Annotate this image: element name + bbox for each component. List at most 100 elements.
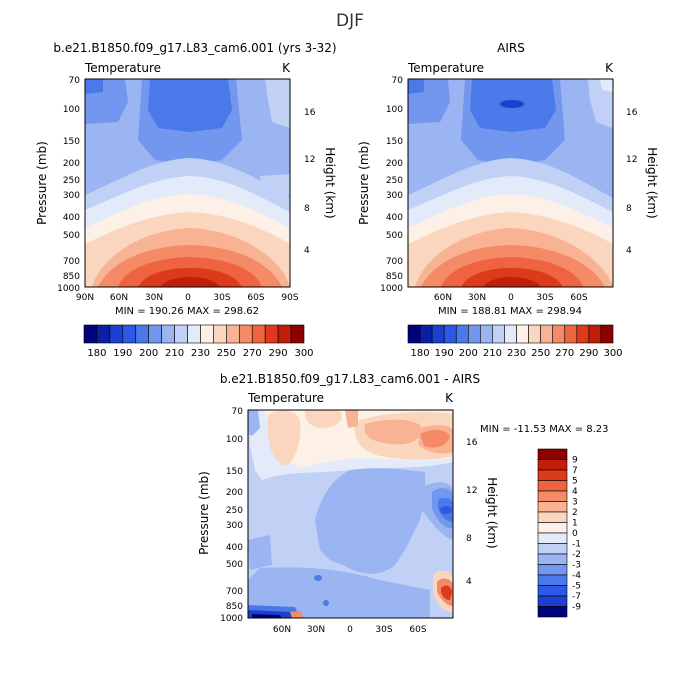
y-tick-label: 850	[226, 602, 243, 612]
colorbar-label: -9	[572, 603, 581, 613]
y-tick-label: 400	[386, 213, 403, 223]
plot-frame	[407, 78, 614, 288]
colorbar-swatch	[277, 324, 292, 344]
y-axis-label: Pressure (mb)	[197, 471, 211, 555]
colorbar-swatch	[537, 564, 568, 576]
colorbar-swatch	[537, 553, 568, 565]
colorbar-swatch	[161, 324, 175, 344]
colorbar-label: 1	[572, 519, 578, 529]
latitude-tick-labels: 60N 30N 0 30S 60S	[434, 293, 588, 303]
y-tick-label: 300	[226, 521, 243, 531]
y2-tick-label: 12	[466, 486, 477, 496]
colorbar-swatch	[588, 324, 602, 344]
colorbar-label: 180	[411, 348, 430, 359]
colorbar-swatch	[226, 324, 240, 344]
colorbar-label: -4	[572, 571, 581, 581]
x-tick-label: 0	[508, 293, 514, 303]
variable-label: Temperature	[407, 61, 484, 75]
y-axis-label: Pressure (mb)	[35, 141, 49, 225]
colorbar-label: 200	[139, 348, 158, 359]
colorbar-swatch	[537, 490, 568, 502]
colorbar-swatch	[480, 324, 493, 344]
colorbar-swatch	[407, 324, 421, 344]
colorbar-swatch	[109, 324, 124, 344]
colorbar-label: 4	[572, 487, 578, 497]
colorbar-swatch	[187, 324, 201, 344]
y-tick-label: 70	[69, 76, 81, 86]
y-tick-label: 70	[392, 76, 404, 86]
colorbar-label: 210	[165, 348, 184, 359]
colorbar-swatch	[552, 324, 566, 344]
colorbar-swatch	[537, 501, 568, 513]
latitude-tick-labels: 60N 30N 0 30S 60S	[273, 625, 427, 635]
latitude-tick-labels: 90N 60N 30N 0 30S 60S 90S	[76, 293, 299, 303]
y2-tick-label: 16	[304, 108, 316, 118]
height-tick-labels: 16 12 8 4	[626, 108, 638, 256]
colorbar-label: 200	[459, 348, 478, 359]
x-tick-label: 30N	[468, 293, 486, 303]
panel-airs: AIRS Temperature K	[357, 41, 659, 317]
colorbar-label: 2	[572, 508, 578, 518]
y2-axis-label: Height (km)	[645, 147, 659, 218]
colorbar-label: -2	[572, 550, 581, 560]
colorbar-swatch	[455, 324, 469, 344]
min-max-label: MIN = -11.53 MAX = 8.23	[480, 424, 609, 435]
colorbar-swatch	[290, 324, 305, 344]
pressure-tick-labels: 70 100 150 200 250 300 400 500 700 850 1…	[57, 76, 80, 294]
y-tick-label: 100	[63, 105, 80, 115]
colorbar-swatch	[537, 585, 568, 597]
colorbar-label: 210	[483, 348, 502, 359]
colorbar-swatch	[537, 532, 568, 544]
difference-contour-field	[248, 410, 453, 618]
colorbar-label: 7	[572, 466, 578, 476]
colorbar-swatch	[467, 324, 481, 344]
x-tick-label: 90S	[281, 293, 298, 303]
x-tick-label: 30N	[307, 625, 325, 635]
y-tick-label: 400	[226, 543, 243, 553]
y2-tick-label: 12	[626, 155, 637, 165]
panel-title: b.e21.B1850.f09_g17.L83_cam6.001 - AIRS	[220, 372, 480, 386]
colorbar-model: 180 190 200 210 230 250 270 290 300	[83, 324, 314, 359]
x-tick-label: 60N	[434, 293, 452, 303]
min-max-label: MIN = 188.81 MAX = 298.94	[438, 306, 582, 317]
panel-title: AIRS	[497, 41, 525, 55]
colorbar-swatch	[431, 324, 445, 344]
x-tick-label: 60N	[273, 625, 291, 635]
x-tick-label: 30N	[145, 293, 163, 303]
y-tick-label: 200	[386, 159, 403, 169]
colorbar-swatch	[528, 324, 541, 344]
x-tick-label: 60S	[247, 293, 264, 303]
colorbar-swatch	[537, 480, 568, 492]
y2-tick-label: 4	[304, 246, 310, 256]
y2-tick-label: 16	[626, 108, 638, 118]
colorbar-label: 190	[435, 348, 454, 359]
colorbar-swatch	[537, 459, 568, 471]
temperature-contour-field	[85, 79, 290, 287]
x-tick-label: 60S	[409, 625, 426, 635]
colorbar-label: 0	[572, 529, 578, 539]
y-tick-label: 500	[63, 231, 80, 241]
colorbar-swatch	[174, 324, 188, 344]
colorbar-label: 9	[572, 456, 578, 466]
colorbar-swatch	[537, 543, 568, 555]
colorbar-label: 230	[191, 348, 210, 359]
colorbar-label: 250	[217, 348, 236, 359]
colorbar-swatch	[213, 324, 227, 344]
colorbar-swatch	[83, 324, 98, 344]
y2-tick-label: 16	[466, 438, 478, 448]
colorbar-label: -5	[572, 582, 581, 592]
colorbar-swatch	[443, 324, 457, 344]
pressure-tick-labels: 70 100 150 200 250 300 400 500 700 850 1…	[220, 407, 243, 624]
x-tick-label: 60N	[110, 293, 128, 303]
height-tick-labels: 16 12 8 4	[466, 438, 478, 587]
y-tick-label: 150	[386, 137, 403, 147]
y-tick-label: 100	[226, 435, 243, 445]
colorbar-label: 3	[572, 498, 578, 508]
colorbar-swatch	[537, 448, 568, 460]
y2-axis-label: Height (km)	[485, 477, 499, 548]
plot-frame	[84, 78, 291, 288]
colorbar-swatch	[200, 324, 214, 344]
x-tick-label: 30S	[375, 625, 392, 635]
